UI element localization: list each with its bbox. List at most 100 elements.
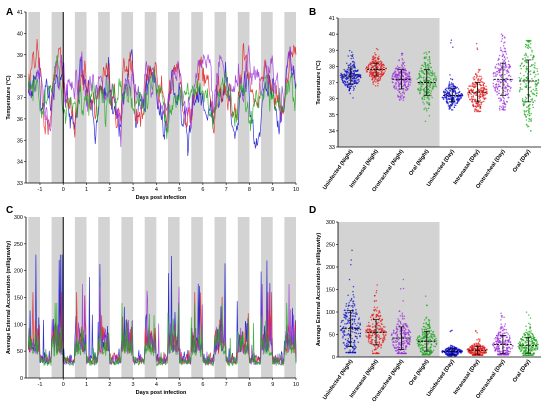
data-point [482, 88, 485, 90]
data-point [417, 338, 420, 341]
data-point [377, 60, 380, 63]
data-point [395, 86, 397, 88]
data-point [519, 65, 522, 67]
data-point [402, 99, 405, 101]
data-point [379, 311, 381, 314]
data-point [371, 73, 374, 75]
data-point [525, 311, 528, 313]
data-point [397, 320, 400, 323]
data-point [427, 343, 429, 345]
data-point [428, 101, 430, 104]
data-point [373, 294, 376, 297]
data-point [423, 108, 425, 111]
data-point [397, 89, 399, 91]
data-point [433, 77, 435, 80]
data-point [524, 60, 527, 62]
data-point [407, 326, 409, 328]
data-point [402, 90, 405, 92]
data-point [524, 99, 526, 101]
data-point [404, 68, 406, 70]
data-point [433, 75, 436, 77]
data-point [434, 338, 436, 341]
acceleration-distribution-chart: D Uninfected (Night)Intranasal (Night)Or… [309, 205, 541, 403]
data-point [380, 337, 382, 340]
data-point [536, 82, 539, 85]
data-point [506, 348, 508, 351]
dot-group [339, 49, 362, 99]
data-point [348, 311, 351, 314]
data-point [366, 329, 369, 331]
data-point [468, 350, 470, 352]
data-point [353, 305, 356, 307]
data-point [485, 351, 487, 354]
data-point [344, 338, 347, 341]
x-axis-label: Days post infection [136, 195, 187, 201]
data-point [395, 84, 397, 86]
data-point [477, 71, 480, 73]
data-point [524, 46, 527, 48]
data-point [424, 351, 426, 354]
data-point [518, 77, 520, 79]
data-point [526, 79, 529, 81]
data-point [425, 67, 427, 69]
data-point [496, 349, 499, 351]
data-point [378, 310, 380, 312]
data-point [417, 88, 419, 91]
data-point [472, 98, 474, 101]
data-point [393, 347, 396, 349]
data-point [370, 70, 372, 72]
data-point [525, 52, 527, 55]
data-point [534, 64, 536, 66]
data-point [482, 81, 484, 84]
data-point [421, 331, 424, 334]
y-tick-label: 300 [326, 220, 335, 226]
data-point [504, 63, 506, 65]
data-point [535, 85, 537, 88]
data-point [426, 110, 428, 112]
data-point [398, 91, 401, 93]
data-point [395, 67, 397, 69]
data-point [468, 89, 470, 91]
data-point [531, 333, 534, 336]
data-point [405, 70, 407, 72]
data-point [453, 85, 455, 87]
data-point [507, 92, 510, 95]
data-point [424, 63, 426, 66]
data-point [385, 334, 387, 336]
data-point [473, 78, 475, 81]
data-point [419, 350, 422, 353]
data-point [376, 323, 379, 325]
data-point [398, 351, 400, 353]
night-band [28, 217, 40, 378]
data-point [503, 60, 505, 62]
data-point [347, 351, 349, 354]
data-point [449, 93, 451, 96]
data-point [467, 96, 470, 98]
data-point [528, 94, 531, 96]
data-point [496, 350, 499, 353]
data-point [504, 73, 506, 76]
data-point [503, 354, 506, 356]
data-point [371, 76, 373, 78]
data-point [379, 79, 381, 81]
data-point [428, 93, 431, 96]
data-point [535, 342, 538, 344]
data-point [451, 354, 453, 357]
data-point [448, 84, 451, 87]
data-point [350, 305, 352, 307]
data-point [353, 72, 356, 74]
data-point [354, 331, 356, 334]
data-point [527, 125, 530, 128]
panel-b: B Uninfected (Night) Intranasal (Night) Or… [305, 0, 550, 205]
data-point [372, 83, 375, 85]
data-point [481, 92, 484, 95]
data-point [478, 104, 480, 107]
y-tick-label: 200 [326, 265, 335, 271]
y-tick-label: 250 [14, 242, 23, 248]
data-point [476, 47, 478, 49]
dot-group [339, 249, 362, 354]
data-point [356, 76, 358, 79]
data-point [343, 334, 346, 337]
data-point [470, 348, 473, 350]
data-point [445, 348, 447, 351]
